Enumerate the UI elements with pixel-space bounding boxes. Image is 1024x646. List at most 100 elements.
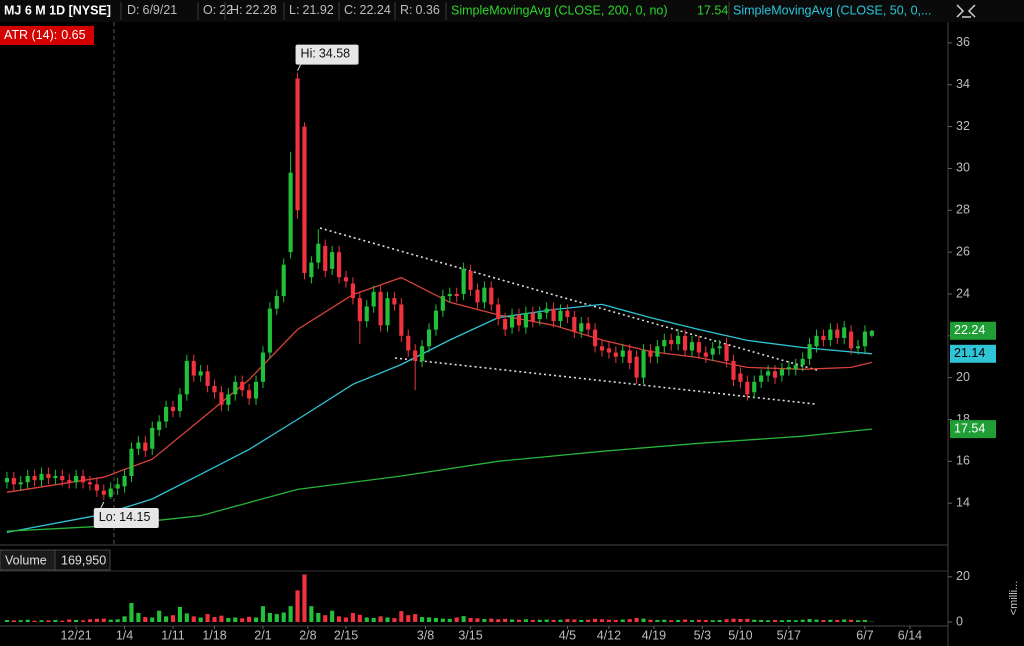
atr-label: ATR (14): xyxy=(4,28,57,42)
open-label: O: xyxy=(203,3,216,17)
candle-body xyxy=(406,335,411,351)
volume-bar xyxy=(627,619,632,622)
volume-bar xyxy=(4,619,9,622)
volume-bar xyxy=(385,617,390,622)
candle-body xyxy=(94,484,99,491)
open-field: O: 22 xyxy=(203,3,233,17)
candle-body xyxy=(849,331,854,349)
volume-bar xyxy=(413,614,418,622)
volume-bar xyxy=(537,619,542,622)
volume-bar xyxy=(862,619,868,622)
candle-body xyxy=(676,335,681,345)
volume-bar xyxy=(496,619,501,622)
x-tick-label: 4/19 xyxy=(642,628,666,642)
volume-bar xyxy=(523,619,528,622)
candle-body xyxy=(468,270,473,290)
candle-body xyxy=(163,406,169,422)
volume-bar xyxy=(212,617,217,622)
last-close-box xyxy=(950,321,996,340)
volume-bar xyxy=(247,616,252,622)
volume-bar xyxy=(717,619,722,622)
candle-body xyxy=(11,478,16,485)
volume-bar xyxy=(39,620,44,622)
candle-body xyxy=(281,264,286,297)
settings-icon[interactable] xyxy=(956,4,976,18)
low-value: 21.92 xyxy=(302,3,333,17)
trend-line xyxy=(394,357,816,405)
candle-body xyxy=(738,373,743,382)
candle-body xyxy=(371,291,376,307)
volume-bar xyxy=(579,619,584,622)
volume-bar xyxy=(60,620,65,622)
candle-body xyxy=(717,346,722,349)
x-tick-label: 2/8 xyxy=(299,628,316,642)
candle-body xyxy=(420,346,425,361)
volume-bar xyxy=(87,619,93,622)
candle-body xyxy=(295,78,300,211)
close-field: C: 22.24 xyxy=(344,3,391,17)
volume-last: 169,950 xyxy=(61,553,106,567)
x-tick-label: 3/8 xyxy=(417,628,434,642)
candle-body xyxy=(122,475,127,487)
volume-bar xyxy=(420,617,425,622)
x-tick-label: 1/4 xyxy=(116,628,133,642)
candle-body xyxy=(579,323,584,332)
candle-body xyxy=(814,335,819,347)
x-tick-label: 2/15 xyxy=(334,628,358,642)
close-label: C: xyxy=(344,3,357,17)
lo-box xyxy=(93,508,159,529)
volume-bar xyxy=(572,619,577,622)
volume-bar xyxy=(177,606,182,622)
candle-body xyxy=(869,330,874,336)
candle-body xyxy=(669,339,674,345)
volume-bar xyxy=(648,619,653,622)
candle-body xyxy=(378,291,383,326)
candle-body xyxy=(682,335,688,351)
x-tick-label: 12/21 xyxy=(60,628,91,642)
lo-text: Lo: 14.15 xyxy=(99,510,151,524)
volume-bar xyxy=(46,620,51,622)
date-label: D: xyxy=(127,3,140,17)
volume-bar xyxy=(503,618,508,622)
candle-body xyxy=(150,427,155,449)
candle-body xyxy=(606,348,612,353)
volume-bar xyxy=(53,619,58,622)
volume-bar xyxy=(253,617,259,622)
volume-bar xyxy=(710,620,715,622)
date-field: D: 6/9/21 xyxy=(127,3,177,17)
volume-bar xyxy=(689,620,695,622)
candle-body xyxy=(800,358,805,366)
candle-body xyxy=(696,342,701,353)
candle-body xyxy=(586,323,591,330)
candle-body xyxy=(516,314,522,326)
candle-body xyxy=(336,252,342,278)
date: 6/9/21 xyxy=(143,3,178,17)
candle-body xyxy=(496,304,501,320)
moving-average xyxy=(6,276,873,493)
candle-body xyxy=(115,484,120,489)
candle-body xyxy=(835,329,840,338)
candle-body xyxy=(558,310,563,322)
candle-body xyxy=(828,329,833,340)
candle-body xyxy=(821,335,826,340)
volume-bar xyxy=(752,619,757,622)
candle-body xyxy=(620,350,625,357)
candle-body xyxy=(267,308,272,353)
candle-body xyxy=(260,352,266,382)
candle-body xyxy=(793,365,798,370)
candle-body xyxy=(46,473,51,479)
sma200-value: 17.54 xyxy=(697,3,728,17)
volume-bar xyxy=(849,619,854,622)
y-tick-label: 36 xyxy=(956,35,970,49)
volume-bar xyxy=(74,619,79,622)
volume-bar xyxy=(772,619,778,622)
x-tick-label: 4/5 xyxy=(559,628,576,642)
x-tick-label: 6/7 xyxy=(856,628,873,642)
volume-bar xyxy=(378,616,383,622)
candle-body xyxy=(80,475,86,483)
candle-body xyxy=(343,277,349,282)
y-tick-label: 20 xyxy=(956,370,970,384)
volume-bar xyxy=(551,619,556,622)
volume-bar xyxy=(350,612,355,622)
